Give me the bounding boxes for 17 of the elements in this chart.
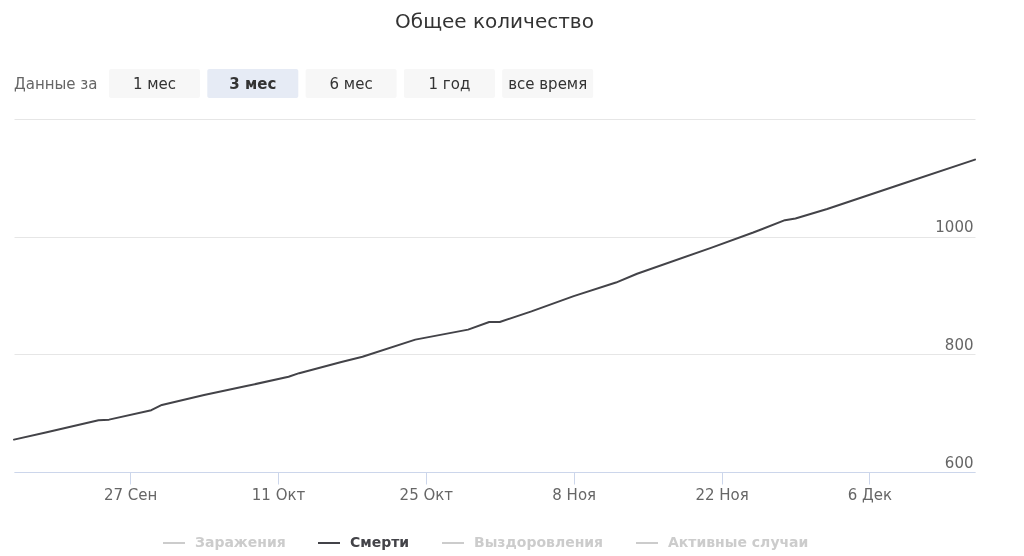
legend-label: Смерти (350, 534, 410, 550)
text: все время (508, 74, 588, 93)
x-tick-label: 11 Окт (251, 485, 306, 504)
x-tick-label: 22 Ноя (695, 485, 749, 504)
y-tick-label: 1000 (935, 218, 974, 237)
chart-title: Общее количество (395, 9, 594, 33)
text: 6 мес (329, 74, 373, 93)
text: Данные за (14, 75, 98, 93)
x-tick-label: 6 Дек (847, 485, 893, 504)
x-tick-label: 25 Окт (399, 485, 454, 504)
text: 3 мес (229, 74, 277, 93)
x-tick-label: 27 Сен (103, 485, 158, 504)
x-tick-label: 8 Ноя (552, 485, 597, 504)
y-tick-label: 600 (944, 453, 974, 472)
y-tick-label: 800 (944, 335, 974, 354)
text: 1 год (428, 74, 471, 93)
text: 1 мес (132, 74, 177, 93)
